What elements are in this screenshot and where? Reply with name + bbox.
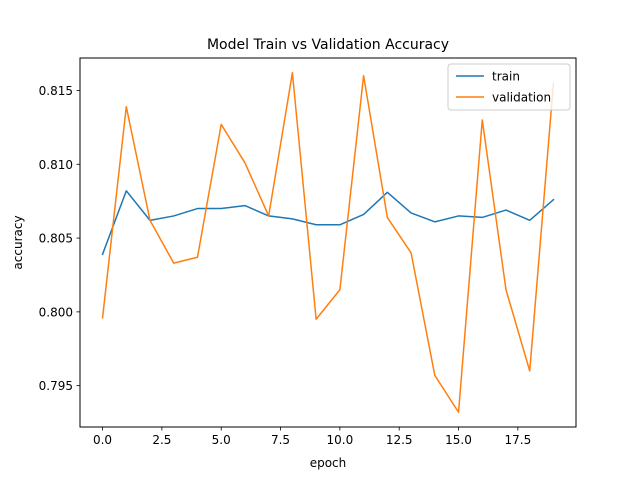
y-tick-label: 0.805: [39, 232, 73, 246]
x-tick-label: 17.5: [504, 433, 531, 447]
legend-label-validation: validation: [492, 91, 551, 105]
x-axis: 0.0 2.5 5.0 7.5 10.0 12.5 15.0 17.5: [93, 427, 531, 447]
plot-area: [101, 72, 555, 413]
legend-label-train: train: [492, 70, 520, 84]
y-axis: 0.795 0.800 0.805 0.810 0.815: [39, 84, 80, 393]
y-tick-label: 0.810: [39, 158, 73, 172]
x-tick-label: 15.0: [445, 433, 472, 447]
x-tick-label: 0.0: [93, 433, 112, 447]
y-tick-label: 0.800: [39, 305, 73, 319]
x-tick-label: 12.5: [386, 433, 413, 447]
series-line-validation: [101, 72, 555, 413]
x-tick-label: 10.0: [327, 433, 354, 447]
y-tick-label: 0.795: [39, 379, 73, 393]
x-axis-label: epoch: [310, 456, 347, 470]
legend: train validation: [447, 63, 571, 111]
x-tick-label: 7.5: [271, 433, 290, 447]
series-line-train: [101, 190, 555, 256]
axes-frame: [79, 57, 577, 428]
x-tick-label: 2.5: [152, 433, 171, 447]
chart-title: Model Train vs Validation Accuracy: [207, 37, 449, 53]
x-tick-label: 5.0: [212, 433, 231, 447]
y-tick-label: 0.815: [39, 84, 73, 98]
y-axis-label: accuracy: [11, 215, 25, 269]
